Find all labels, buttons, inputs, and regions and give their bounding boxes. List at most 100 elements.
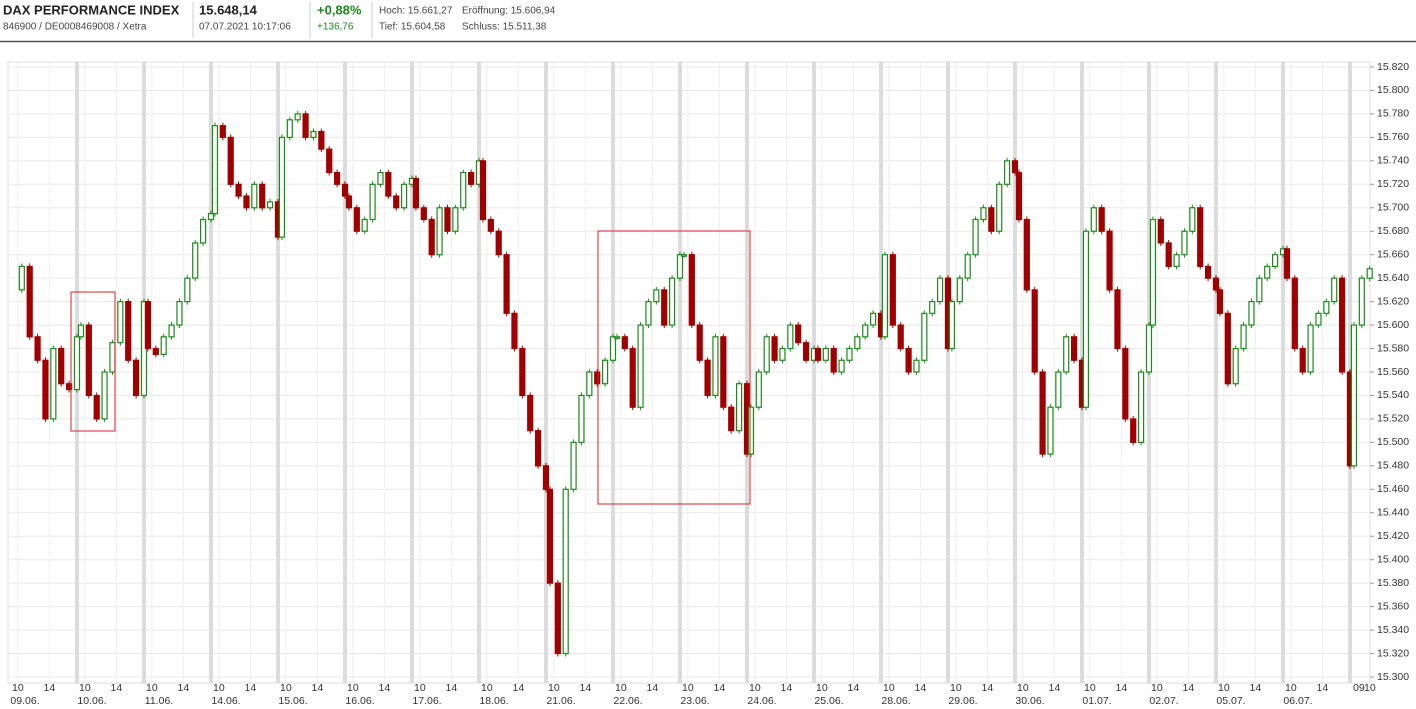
x-day-label: 28.06.: [881, 695, 910, 704]
day-separator: [209, 62, 213, 683]
day-separator: [879, 62, 883, 683]
x-hour-label: 10: [1084, 682, 1096, 694]
candle: [176, 301, 183, 326]
candle: [779, 347, 786, 361]
day-separator: [410, 62, 414, 683]
candle: [830, 347, 837, 373]
candle: [511, 312, 518, 350]
candle: [1098, 207, 1105, 232]
candle: [712, 336, 719, 397]
x-hour-label: 10: [213, 682, 225, 694]
candle: [1063, 336, 1070, 373]
y-tick-label: 15.620: [1377, 295, 1409, 307]
y-tick-label: 15.800: [1377, 84, 1409, 96]
candle: [629, 347, 636, 408]
candle: [1240, 324, 1247, 350]
open: Eröffnung: 15.606,94: [462, 6, 556, 17]
y-tick-label: 15.500: [1377, 436, 1409, 448]
candle: [964, 254, 971, 279]
x-hour-label: 14: [379, 682, 391, 694]
change-pct: +0,88%: [317, 2, 362, 17]
x-day-label: 24.06.: [747, 695, 776, 704]
day-separator: [1013, 62, 1017, 683]
candle: [1070, 336, 1078, 361]
candle: [1090, 207, 1097, 232]
candle: [479, 160, 487, 221]
candle: [676, 254, 684, 279]
candle: [854, 336, 861, 350]
x-hour-label: 10: [883, 682, 895, 694]
candle: [58, 347, 65, 385]
y-tick-label: 15.580: [1377, 342, 1409, 354]
candle: [93, 394, 100, 420]
x-hour-label: 09: [1353, 682, 1365, 694]
candle: [428, 218, 435, 256]
day-separator: [544, 62, 548, 683]
candle: [207, 213, 215, 221]
candle: [1003, 160, 1011, 185]
candle: [361, 218, 368, 232]
candle: [1271, 254, 1279, 268]
candle: [200, 218, 207, 244]
candle: [334, 171, 341, 185]
x-hour-label: 14: [580, 682, 592, 694]
y-tick-label: 15.660: [1377, 248, 1409, 260]
x-hour-label: 14: [647, 682, 659, 694]
x-hour-label: 14: [446, 682, 458, 694]
candle: [897, 324, 904, 350]
index-ids: 846900 / DE0008469008 / Xetra: [3, 22, 147, 33]
candle: [117, 301, 124, 344]
candle: [1181, 230, 1188, 256]
candle: [996, 183, 1003, 232]
candle: [192, 242, 199, 279]
day-separator: [745, 62, 749, 683]
close: Schluss: 15.511,38: [462, 22, 547, 33]
candle: [18, 265, 25, 291]
candle: [294, 113, 301, 121]
x-hour-label: 10: [481, 682, 493, 694]
candle: [728, 406, 735, 432]
day-separator: [812, 62, 816, 683]
candle: [468, 171, 475, 185]
candle: [1114, 289, 1121, 350]
x-day-label: 29.06.: [948, 695, 977, 704]
x-hour-label: 10: [1364, 682, 1376, 694]
x-day-label: 21.06.: [546, 695, 575, 704]
candle: [771, 336, 778, 361]
candle: [310, 130, 317, 138]
candle: [1315, 312, 1322, 326]
x-hour-label: 14: [714, 682, 726, 694]
x-day-label: 09.06.: [10, 695, 39, 704]
index-name: DAX PERFORMANCE INDEX: [3, 2, 180, 17]
x-day-label: 11.06.: [145, 695, 173, 704]
candle: [1197, 207, 1204, 268]
highlight-box: [597, 230, 751, 505]
candle: [980, 207, 987, 221]
candle: [1323, 301, 1330, 314]
x-day-label: 16.06.: [345, 695, 374, 704]
x-day-label: 02.07.: [1149, 695, 1178, 704]
low: Tief: 15.604,58: [379, 22, 446, 33]
candle: [1307, 324, 1314, 373]
candle: [1212, 277, 1220, 291]
x-day-label: 18.06.: [479, 695, 508, 704]
candle: [278, 136, 286, 238]
candle: [259, 183, 266, 209]
high: Hoch: 15.661,27: [379, 6, 453, 17]
highlight-box: [70, 291, 116, 432]
y-tick-label: 15.380: [1377, 577, 1409, 589]
candle: [393, 195, 400, 209]
y-tick-label: 15.600: [1377, 319, 1409, 331]
candle: [1011, 160, 1019, 174]
candle: [109, 342, 116, 373]
candle: [326, 148, 333, 174]
candle: [85, 324, 92, 397]
x-hour-label: 10: [12, 682, 24, 694]
candle: [1122, 347, 1129, 420]
x-hour-label: 14: [1250, 682, 1262, 694]
day-separator: [946, 62, 950, 683]
candle: [318, 130, 325, 150]
candle: [688, 254, 695, 326]
